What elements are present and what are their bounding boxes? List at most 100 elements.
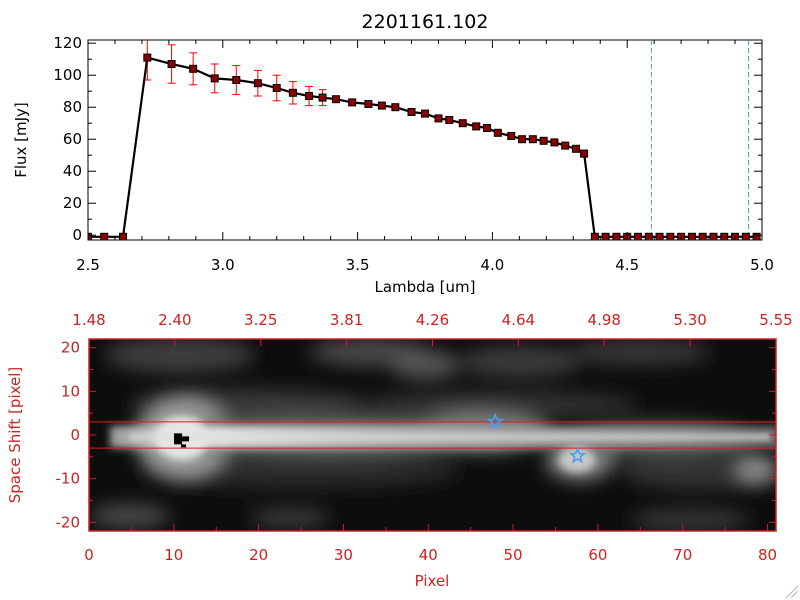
- data-point: [318, 93, 327, 102]
- data-point: [407, 108, 416, 116]
- data-point: [539, 136, 548, 145]
- space-shift-axis-label: Space Shift [pixel]: [6, 367, 24, 504]
- marker-block: [181, 444, 187, 448]
- y-tick-label: 20: [63, 194, 82, 212]
- data-point: [348, 98, 357, 107]
- data-point: [493, 128, 502, 137]
- flux-series-line: [88, 56, 757, 238]
- x-tick-label: 5.0: [750, 256, 774, 274]
- data-point: [528, 135, 537, 144]
- space-shift-tick-label: 0: [70, 426, 80, 444]
- data-point: [472, 122, 481, 131]
- data-point: [272, 84, 281, 92]
- data-point: [507, 132, 516, 140]
- y-axis-label: Flux [mJy]: [12, 102, 30, 178]
- data-point: [210, 74, 219, 83]
- data-point: [143, 53, 152, 62]
- x-tick-label: 3.5: [346, 256, 370, 274]
- wavelength-tick-label: 3.25: [244, 311, 277, 329]
- data-point: [232, 76, 241, 84]
- data-point: [550, 138, 559, 147]
- data-point: [590, 232, 599, 240]
- data-point: [752, 232, 761, 240]
- data-point: [100, 232, 109, 240]
- data-point: [601, 232, 610, 240]
- pixel-tick-label: 50: [504, 546, 523, 564]
- pixel-tick-label: 10: [164, 546, 183, 564]
- pixel-tick-label: 70: [673, 546, 692, 564]
- flux-line: [88, 56, 757, 238]
- pixel-tick-label: 20: [249, 546, 268, 564]
- y-tick-label: 60: [63, 130, 82, 148]
- wavelength-tick-label: 5.30: [673, 311, 706, 329]
- data-point: [434, 114, 443, 123]
- data-point: [612, 232, 621, 240]
- data-point: [391, 103, 400, 112]
- data-point: [561, 141, 570, 150]
- x-axis-label: Lambda [um]: [375, 278, 476, 296]
- data-point: [741, 232, 750, 240]
- y-tick-label: 80: [63, 98, 82, 116]
- star-marker-icon: [486, 412, 505, 430]
- data-point: [364, 100, 373, 108]
- x-tick-label: 4.5: [615, 256, 639, 274]
- pixel-tick-label: 30: [334, 546, 353, 564]
- x-axis-ticks: 2.5 3.0 3.5 4.0 4.5 5.0: [76, 40, 774, 274]
- pixel-tick-label: 60: [588, 546, 607, 564]
- pixel-tick-label: 0: [84, 546, 94, 564]
- data-point: [580, 149, 589, 158]
- y-tick-label: 40: [63, 162, 82, 180]
- image-markers: [174, 412, 587, 464]
- data-point: [88, 232, 92, 240]
- wavelength-tick-label: 1.48: [72, 311, 105, 329]
- data-point: [571, 144, 580, 153]
- data-point: [332, 95, 341, 104]
- data-point: [377, 101, 386, 110]
- data-point: [633, 232, 642, 240]
- data-point: [644, 232, 653, 240]
- marker-block: [182, 436, 190, 442]
- data-point: [189, 64, 198, 73]
- data-point: [655, 232, 664, 240]
- data-point: [483, 124, 492, 132]
- chart-title: 2201161.102: [362, 11, 489, 33]
- star-marker-icon: [568, 446, 587, 464]
- data-point: [119, 232, 128, 240]
- wavelength-tick-label: 3.81: [330, 311, 363, 329]
- data-point: [445, 116, 454, 124]
- spectral-image-panel: 0 10 20 30 40 50 60 70 80 1.48 2.40 3.25 3.81 4.26 4.…: [6, 311, 793, 590]
- pixel-tick-label: 40: [419, 546, 438, 564]
- data-point: [698, 232, 707, 240]
- wavelength-tick-label: 5.55: [759, 311, 792, 329]
- data-point: [666, 232, 675, 240]
- pixel-axis-ticks: 0 10 20 30 40 50 60 70 80: [84, 524, 777, 564]
- data-point: [709, 232, 718, 240]
- data-point: [167, 60, 176, 68]
- space-shift-axis-ticks: -20 -10 0 10 20: [56, 339, 776, 531]
- y-tick-label: 0: [72, 226, 82, 244]
- resize-grip-icon[interactable]: [785, 585, 799, 599]
- reference-lines: [594, 40, 762, 240]
- wavelength-tick-label: 4.64: [502, 311, 535, 329]
- data-point: [421, 109, 429, 118]
- data-point: [458, 119, 467, 128]
- source-position-marker: [174, 433, 190, 448]
- wavelength-axis-ticks: 1.48 2.40 3.25 3.81 4.26 4.64 4.98 5.30 5.55: [72, 311, 793, 346]
- marker-block: [174, 433, 183, 445]
- wavelength-tick-label: 2.40: [158, 311, 191, 329]
- data-point: [305, 92, 314, 100]
- wavelength-tick-label: 4.26: [416, 311, 449, 329]
- aperture-lines: [89, 421, 776, 449]
- wavelength-tick-label: 4.98: [588, 311, 621, 329]
- y-axis-ticks: 0 20 40 60 80 100 120: [53, 34, 762, 244]
- y-tick-label: 100: [53, 66, 82, 84]
- space-shift-tick-label: 10: [61, 382, 80, 400]
- spectral-image: [89, 339, 776, 531]
- space-shift-tick-label: -10: [56, 470, 81, 488]
- data-point: [253, 79, 262, 88]
- space-shift-tick-label: 20: [61, 339, 80, 357]
- data-point: [687, 232, 696, 240]
- data-point: [288, 88, 297, 97]
- data-point: [518, 135, 527, 144]
